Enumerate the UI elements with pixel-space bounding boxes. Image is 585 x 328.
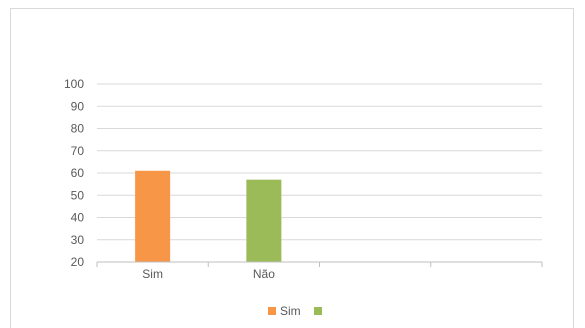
- legend-swatch: [314, 307, 322, 315]
- bar: [246, 179, 282, 262]
- x-category-label: Não: [253, 267, 275, 281]
- y-axis-ticks: 20 30 40 50 60 70 80 90 100: [64, 77, 84, 269]
- legend-swatch: [268, 307, 276, 315]
- chart-frame: [10, 8, 574, 328]
- y-tick-label: 60: [71, 166, 85, 180]
- legend-label: Sim: [280, 304, 301, 318]
- y-tick-label: 30: [71, 233, 85, 247]
- x-category-label: Sim: [142, 267, 163, 281]
- legend: Sim: [268, 304, 322, 318]
- x-axis: Sim Não: [96, 261, 543, 281]
- y-tick-label: 100: [64, 77, 84, 91]
- y-tick-label: 40: [71, 211, 85, 225]
- bar: [135, 170, 171, 262]
- y-tick-label: 50: [71, 188, 85, 202]
- y-tick-label: 20: [71, 255, 85, 269]
- y-tick-label: 90: [71, 99, 85, 113]
- y-tick-label: 70: [71, 144, 85, 158]
- bars: [135, 170, 282, 262]
- y-tick-label: 80: [71, 122, 85, 136]
